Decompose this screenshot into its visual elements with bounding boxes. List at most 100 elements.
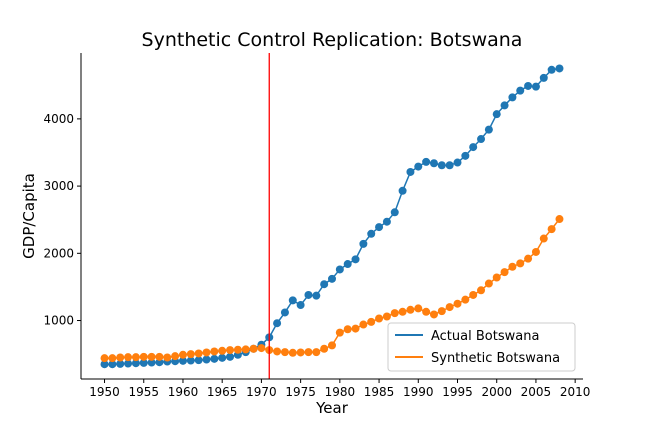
data-point-0-1991: [422, 157, 431, 166]
y-tick-label: 1000: [43, 314, 74, 328]
data-point-1-1978: [320, 344, 329, 353]
x-tick-label: 1950: [89, 385, 120, 399]
y-tick-label: 3000: [43, 179, 74, 193]
x-tick-label: 1990: [403, 385, 434, 399]
data-point-1-1986: [382, 312, 391, 321]
data-point-1-1992: [429, 310, 438, 319]
data-point-1-1985: [375, 314, 384, 323]
data-point-1-1961: [186, 350, 195, 359]
data-point-0-1982: [351, 255, 360, 264]
data-point-1-1950: [100, 354, 109, 363]
data-point-1-2004: [524, 254, 533, 263]
data-point-0-1953: [124, 359, 133, 368]
data-point-1-1966: [226, 346, 235, 355]
data-point-1-1988: [398, 307, 407, 316]
data-point-0-1998: [477, 135, 486, 144]
data-point-1-1952: [116, 353, 125, 362]
data-point-0-1954: [131, 359, 140, 368]
data-point-1-1977: [312, 348, 321, 357]
data-point-1-1983: [359, 320, 368, 329]
data-point-0-2007: [547, 65, 556, 74]
x-tick-label: 1985: [364, 385, 395, 399]
data-point-1-1968: [241, 345, 250, 354]
data-point-1-1953: [124, 353, 133, 362]
data-point-0-2008: [555, 64, 564, 73]
data-point-1-1996: [461, 295, 470, 304]
data-point-1-1997: [469, 290, 478, 299]
data-point-1-1994: [445, 303, 454, 312]
data-point-1-2006: [539, 234, 548, 243]
data-point-0-1979: [328, 274, 336, 283]
legend-label-synthetic: Synthetic Botswana: [431, 351, 560, 366]
data-point-0-1963: [202, 355, 211, 364]
data-point-1-1976: [304, 348, 313, 357]
data-point-1-1989: [406, 305, 415, 314]
data-point-0-1952: [116, 359, 125, 368]
data-point-1-1975: [296, 348, 305, 357]
data-point-1-2001: [500, 268, 509, 277]
data-point-0-1975: [296, 301, 305, 310]
data-point-0-1985: [375, 223, 384, 232]
x-tick-label: 2005: [521, 385, 552, 399]
data-point-1-1991: [422, 307, 431, 316]
data-point-1-1981: [343, 325, 352, 334]
data-point-0-2001: [500, 101, 509, 110]
data-point-0-1955: [139, 358, 148, 367]
data-point-0-1994: [445, 161, 454, 170]
data-point-0-2006: [539, 73, 548, 82]
data-point-1-1993: [437, 307, 446, 316]
data-point-0-1996: [461, 151, 470, 160]
data-point-0-1995: [453, 158, 462, 167]
data-point-1-2008: [555, 215, 564, 224]
legend: Actual Botswana Synthetic Botswana: [387, 322, 576, 372]
x-tick-label: 1955: [128, 385, 159, 399]
data-point-0-1992: [429, 159, 438, 168]
data-point-0-1986: [382, 217, 391, 226]
data-point-0-1972: [273, 319, 282, 328]
data-point-1-1995: [453, 299, 462, 308]
y-axis-ticks: 1000 2000 3000 4000: [43, 112, 81, 328]
data-point-0-2000: [492, 110, 501, 119]
data-point-1-1999: [484, 279, 493, 288]
data-point-1-1970: [257, 344, 266, 353]
data-point-0-1987: [390, 208, 399, 217]
data-point-1-1955: [139, 352, 148, 361]
data-point-0-1951: [108, 360, 117, 369]
data-point-0-1974: [288, 296, 297, 305]
data-point-0-1961: [186, 356, 195, 365]
data-point-1-1956: [147, 352, 156, 361]
data-point-0-1956: [147, 358, 156, 367]
data-point-1-1964: [210, 347, 219, 356]
data-point-1-1987: [390, 309, 399, 318]
data-point-0-1988: [398, 186, 407, 195]
data-point-0-1989: [406, 167, 415, 176]
data-point-0-1981: [343, 260, 352, 269]
data-point-1-1982: [351, 324, 360, 333]
data-point-0-1960: [178, 356, 187, 365]
data-point-0-1973: [280, 308, 289, 317]
data-point-0-1997: [469, 143, 478, 152]
x-tick-label: 2000: [481, 385, 512, 399]
x-axis-title: Year: [315, 399, 349, 417]
data-point-0-1978: [320, 280, 329, 289]
data-point-1-1990: [414, 304, 423, 313]
x-tick-label: 1960: [168, 385, 199, 399]
data-point-0-1976: [304, 290, 313, 299]
data-point-1-1957: [155, 352, 164, 361]
x-tick-label: 1965: [207, 385, 238, 399]
x-tick-label: 1995: [442, 385, 473, 399]
y-axis-title: GDP/Capita: [20, 173, 38, 259]
data-point-1-2000: [492, 273, 501, 282]
data-point-1-1963: [202, 348, 211, 357]
chart-title: Synthetic Control Replication: Botswana: [142, 29, 523, 51]
data-point-1-1980: [335, 328, 344, 337]
data-point-1-1974: [288, 348, 297, 357]
data-point-1-1959: [171, 352, 180, 361]
x-tick-label: 2010: [560, 385, 591, 399]
data-point-0-1983: [359, 239, 368, 248]
data-point-1-1984: [367, 317, 376, 326]
legend-frame: [387, 322, 576, 372]
x-axis-ticks: 1950 1955 1960 1965 1970 1975 1980 1985 1990 1995…: [89, 379, 590, 399]
